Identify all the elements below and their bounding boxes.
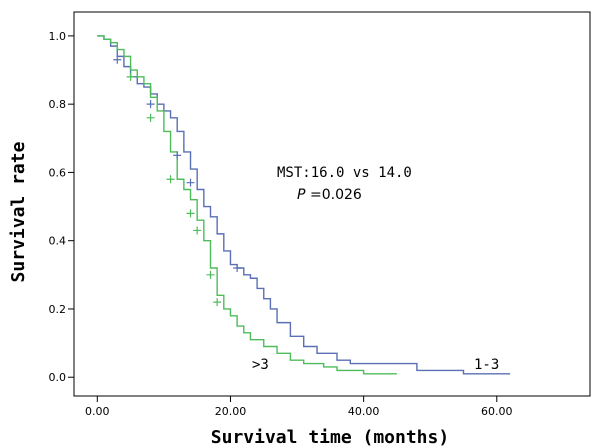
x-tick-label: 20.00 <box>215 405 247 418</box>
x-axis-title: Survival time (months) <box>211 427 449 446</box>
censor-mark <box>186 209 195 218</box>
y-tick-label: 1.0 <box>49 30 67 43</box>
p-value: =0.026 <box>310 187 362 203</box>
x-tick-label: 0.00 <box>85 405 110 418</box>
censor-mark <box>113 55 122 64</box>
x-axis-ticks: 0.00 20.00 40.00 60.00 <box>85 396 513 418</box>
censor-mark <box>126 72 135 81</box>
censor-mark <box>146 113 155 122</box>
censor-mark <box>206 270 215 279</box>
y-tick-label: 0.4 <box>49 235 67 248</box>
curve-label-gt3: >3 <box>252 357 269 373</box>
censor-marks <box>113 55 242 307</box>
p-label: P <box>297 187 306 203</box>
y-tick-label: 0.2 <box>49 303 67 316</box>
y-tick-label: 0.6 <box>49 166 67 179</box>
x-tick-label: 60.00 <box>481 405 513 418</box>
censor-mark <box>166 175 175 184</box>
censor-mark <box>146 100 155 109</box>
y-tick-label: 0.8 <box>49 98 67 111</box>
mst-annotation: MST:16.0 vs 14.0 <box>277 165 412 181</box>
censor-mark <box>193 226 202 235</box>
survival-curve-1 <box>97 35 397 375</box>
survival-curves <box>97 35 511 375</box>
curve-label-1-3: 1-3 <box>474 357 499 373</box>
censor-mark <box>213 298 222 307</box>
survival-curve-0 <box>97 35 511 375</box>
y-axis-ticks: 0.0 0.2 0.4 0.6 0.8 1.0 <box>49 30 74 384</box>
censor-mark <box>233 264 242 272</box>
y-axis-title: Survival rate <box>8 141 29 282</box>
plot-frame <box>73 11 591 397</box>
x-tick-label: 40.00 <box>348 405 380 418</box>
censor-mark <box>186 178 195 187</box>
y-tick-label: 0.0 <box>49 371 67 384</box>
censor-mark <box>173 151 182 160</box>
